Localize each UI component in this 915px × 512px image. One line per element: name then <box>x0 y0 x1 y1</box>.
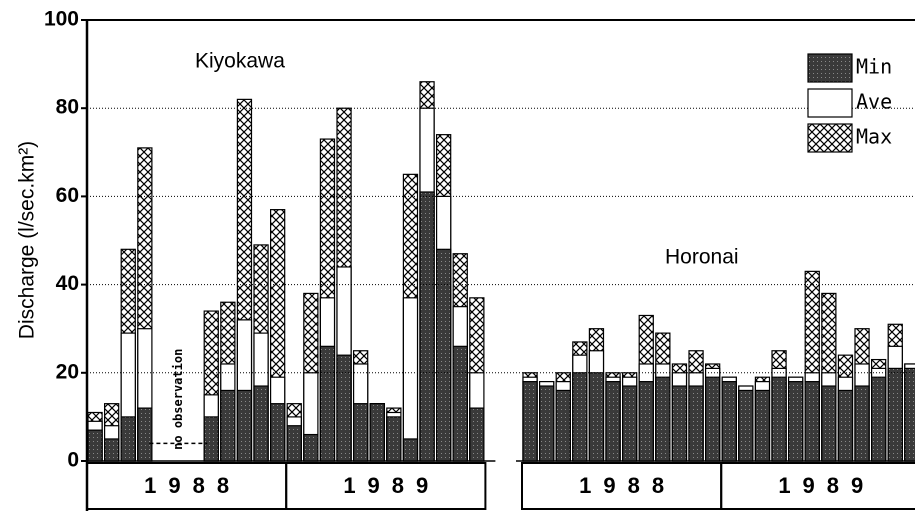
bar <box>303 433 319 462</box>
year-label: 1988 <box>144 473 241 498</box>
plot: 1988 1989 1988 1989 <box>81 81 915 510</box>
bar <box>522 381 538 462</box>
panel-title: Kiyokawa <box>195 50 285 73</box>
bar <box>887 367 903 462</box>
bar <box>870 376 887 462</box>
bar <box>87 429 103 462</box>
annotation: no observation <box>171 349 185 450</box>
bar <box>419 191 435 462</box>
bar <box>203 416 219 462</box>
panel-title: Horonai <box>665 246 739 269</box>
bar <box>572 372 588 462</box>
bar <box>402 438 419 462</box>
year-box <box>720 462 915 510</box>
bar <box>319 345 336 462</box>
bar <box>469 407 485 462</box>
bar <box>671 385 688 462</box>
legend-label: Min <box>856 55 892 79</box>
legend-label: Max <box>856 125 892 149</box>
bar <box>821 385 837 462</box>
bar <box>386 416 402 462</box>
year-box <box>285 462 487 510</box>
bar <box>904 367 915 462</box>
bar <box>538 385 555 462</box>
bar <box>555 389 571 462</box>
y-tick-label: 20 <box>56 360 79 383</box>
bar <box>270 403 286 462</box>
bar <box>369 403 385 462</box>
bar <box>688 385 704 462</box>
y-tick-label: 60 <box>56 184 79 207</box>
bar <box>436 248 452 462</box>
bar <box>621 385 638 462</box>
bar <box>771 376 787 462</box>
bar <box>754 389 771 462</box>
bar <box>721 381 737 462</box>
y-tick-label: 80 <box>56 96 79 119</box>
y-tick-label: 0 <box>67 449 79 472</box>
year-label: 1989 <box>778 473 875 498</box>
year-label: 1989 <box>343 473 440 498</box>
bar <box>787 381 804 462</box>
bar <box>655 376 671 462</box>
bar <box>452 345 468 462</box>
bar <box>353 403 369 462</box>
bar <box>336 354 352 462</box>
bar <box>837 389 854 462</box>
bar <box>120 416 136 462</box>
bar <box>588 372 605 462</box>
bar <box>253 385 269 462</box>
bar <box>137 407 153 462</box>
bar <box>704 376 721 462</box>
y-axis-label: Discharge (l/sec.km²) <box>16 141 39 339</box>
bar <box>103 438 120 462</box>
bar <box>738 389 754 462</box>
bar <box>638 381 654 462</box>
legend-swatch <box>807 88 853 118</box>
bar <box>605 381 621 462</box>
bar <box>286 425 302 462</box>
bar <box>854 385 870 462</box>
bar <box>236 389 253 462</box>
legend-label: Ave <box>856 90 892 114</box>
y-tick-label: 40 <box>56 272 79 295</box>
bar <box>402 297 419 462</box>
y-tick-label: 100 <box>44 8 79 31</box>
bar <box>804 381 820 462</box>
legend-swatch <box>807 53 853 83</box>
year-label: 1988 <box>579 473 676 498</box>
bar <box>220 389 236 462</box>
legend-swatch <box>807 123 853 153</box>
